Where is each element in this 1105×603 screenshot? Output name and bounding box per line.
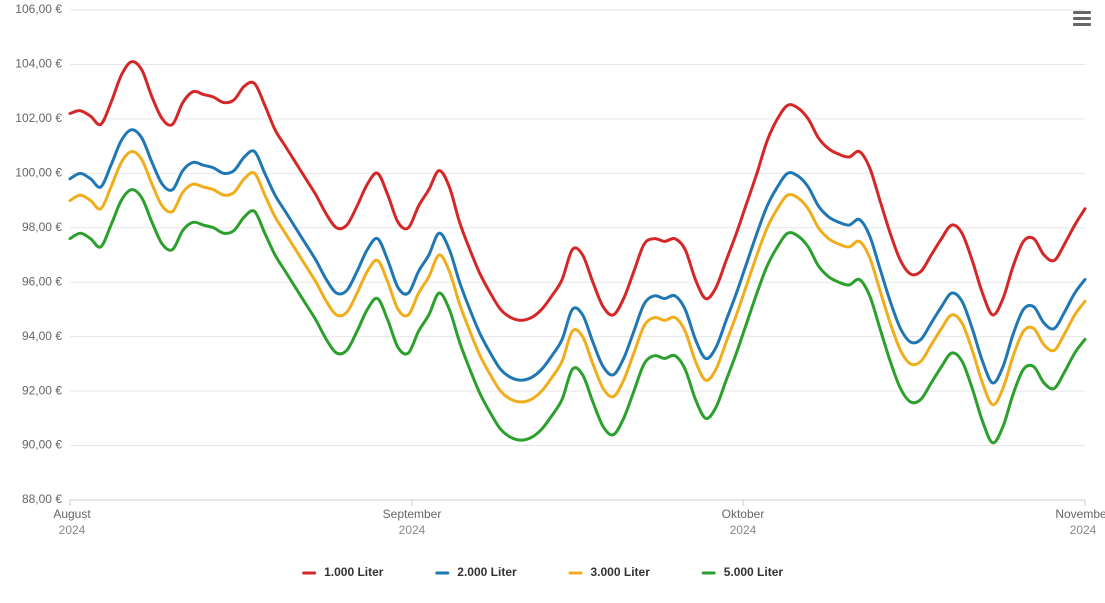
y-axis-label: 92,00 € (22, 383, 62, 397)
x-axis-label: November (1055, 507, 1105, 521)
y-axis-label: 90,00 € (22, 438, 62, 452)
legend-label[interactable]: 2.000 Liter (457, 565, 517, 579)
y-axis-label: 88,00 € (22, 492, 62, 506)
legend: 1.000 Liter 2.000 Liter 3.000 Liter 5.000 L… (302, 565, 783, 579)
x-axis-sublabel: 2024 (59, 523, 86, 537)
y-axis-label: 102,00 € (15, 111, 62, 125)
y-axis-label: 100,00 € (15, 166, 62, 180)
legend-swatch[interactable] (302, 572, 316, 575)
legend-swatch[interactable] (702, 572, 716, 575)
x-axis-label: August (53, 507, 91, 521)
y-axis-label: 104,00 € (15, 57, 62, 71)
legend-label[interactable]: 5.000 Liter (724, 565, 784, 579)
x-axis-sublabel: 2024 (1070, 523, 1097, 537)
legend-label[interactable]: 1.000 Liter (324, 565, 384, 579)
x-axis-label: Oktober (722, 507, 765, 521)
legend-swatch[interactable] (435, 572, 449, 575)
legend-swatch[interactable] (569, 572, 583, 575)
price-line-chart: 88,00 € 90,00 € 92,00 € 94,00 € 96,00 € 98,00… (0, 0, 1105, 603)
hamburger-menu-icon[interactable] (1073, 8, 1093, 28)
series-line (70, 62, 1085, 321)
legend-label[interactable]: 3.000 Liter (591, 565, 651, 579)
chart-container: 88,00 € 90,00 € 92,00 € 94,00 € 96,00 € 98,00… (0, 0, 1105, 603)
y-axis-label: 94,00 € (22, 329, 62, 343)
x-axis-label: September (383, 507, 442, 521)
x-axis-sublabel: 2024 (399, 523, 426, 537)
x-axis-sublabel: 2024 (730, 523, 757, 537)
y-axis-label: 96,00 € (22, 274, 62, 288)
y-axis-label: 98,00 € (22, 220, 62, 234)
y-axis-label: 106,00 € (15, 2, 62, 16)
